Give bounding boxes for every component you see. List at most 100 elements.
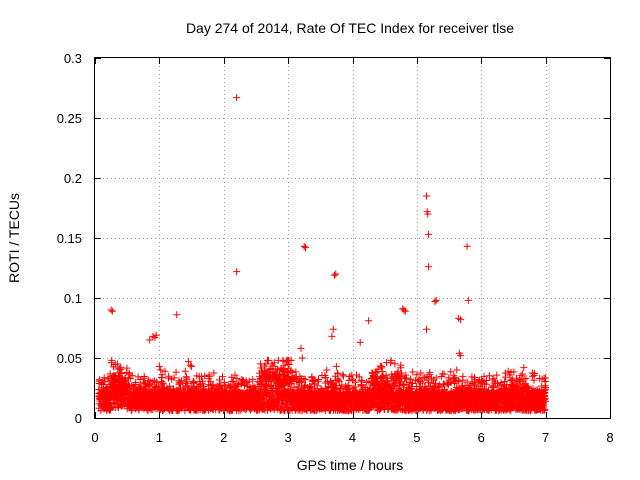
- data-point: [510, 368, 518, 376]
- data-point: [128, 407, 136, 415]
- data-point: [137, 384, 145, 392]
- data-point: [348, 375, 356, 383]
- data-point: [541, 374, 549, 382]
- data-point: [161, 367, 169, 375]
- data-point: [284, 365, 292, 373]
- x-tick-label: 2: [220, 430, 227, 445]
- x-tick-label: 6: [478, 430, 485, 445]
- data-point: [176, 378, 184, 386]
- data-point: [117, 363, 125, 371]
- data-point: [152, 331, 160, 339]
- data-point: [99, 377, 107, 385]
- data-point: [431, 298, 439, 306]
- data-point: [126, 375, 134, 383]
- data-point: [471, 379, 479, 387]
- data-point: [432, 379, 440, 387]
- data-point: [335, 377, 343, 385]
- y-tick-label: 0.3: [64, 51, 82, 66]
- data-point: [281, 361, 289, 369]
- data-point: [423, 192, 431, 200]
- data-point: [424, 263, 432, 271]
- data-point: [413, 371, 421, 379]
- data-point: [340, 372, 348, 380]
- data-point: [542, 397, 550, 405]
- data-point: [118, 369, 126, 377]
- data-point: [170, 374, 178, 382]
- data-point: [323, 366, 331, 374]
- data-point: [424, 230, 432, 238]
- data-point: [108, 307, 116, 315]
- data-point: [298, 354, 306, 362]
- data-point: [300, 375, 308, 383]
- data-point: [394, 368, 402, 376]
- data-point: [365, 406, 373, 414]
- data-point: [541, 405, 549, 413]
- data-point: [447, 368, 455, 376]
- data-point: [173, 311, 181, 319]
- data-point: [181, 367, 189, 375]
- plot-frame: [94, 57, 611, 419]
- x-tick-label: 0: [91, 430, 98, 445]
- data-point: [522, 374, 530, 382]
- data-point: [157, 366, 165, 374]
- data-point: [149, 332, 157, 340]
- y-tick-labels: 00.050.10.150.20.250.3: [57, 51, 82, 426]
- data-point: [114, 360, 122, 368]
- data-point: [165, 405, 173, 413]
- data-point: [407, 375, 415, 383]
- y-tick-label: 0: [75, 411, 82, 426]
- data-point: [149, 389, 157, 397]
- data-point: [432, 296, 440, 304]
- data-point: [377, 362, 385, 370]
- data-point: [372, 369, 380, 377]
- data-point: [409, 368, 417, 376]
- data-point: [208, 381, 216, 389]
- y-tick-label: 0.05: [57, 351, 82, 366]
- data-point: [402, 371, 410, 379]
- data-point: [229, 377, 237, 385]
- data-point: [541, 389, 549, 397]
- data-point: [158, 371, 166, 379]
- data-point: [423, 325, 431, 333]
- data-point: [463, 242, 471, 250]
- data-point: [206, 377, 214, 385]
- data-point: [228, 378, 236, 386]
- data-point: [457, 316, 465, 324]
- data-point: [405, 379, 413, 387]
- data-point: [103, 385, 111, 393]
- data-point: [455, 314, 463, 322]
- data-point: [140, 372, 148, 380]
- data-point: [459, 372, 467, 380]
- data-point: [210, 369, 218, 377]
- x-axis-title: GPS time / hours: [297, 457, 404, 473]
- data-point: [245, 377, 253, 385]
- data-point: [480, 372, 488, 380]
- data-point: [300, 242, 308, 250]
- data-point: [400, 306, 408, 314]
- data-point: [417, 369, 425, 377]
- data-point: [517, 372, 525, 380]
- y-tick-label: 0.25: [57, 111, 82, 126]
- data-point: [540, 406, 548, 414]
- data-point: [502, 373, 510, 381]
- data-point: [215, 376, 223, 384]
- data-point: [288, 368, 296, 376]
- data-point: [373, 375, 381, 383]
- data-point: [233, 268, 241, 276]
- data-point: [198, 373, 206, 381]
- axis-ticks: [95, 58, 611, 419]
- data-point: [219, 373, 227, 381]
- data-point: [108, 356, 116, 364]
- data-point: [306, 382, 314, 390]
- data-point: [128, 372, 136, 380]
- data-point: [123, 364, 131, 372]
- data-point: [322, 374, 330, 382]
- data-point: [339, 371, 347, 379]
- data-point: [507, 368, 515, 376]
- data-point: [328, 332, 336, 340]
- data-point: [397, 369, 405, 377]
- data-point: [249, 375, 257, 383]
- data-point: [378, 367, 386, 375]
- data-point: [485, 372, 493, 380]
